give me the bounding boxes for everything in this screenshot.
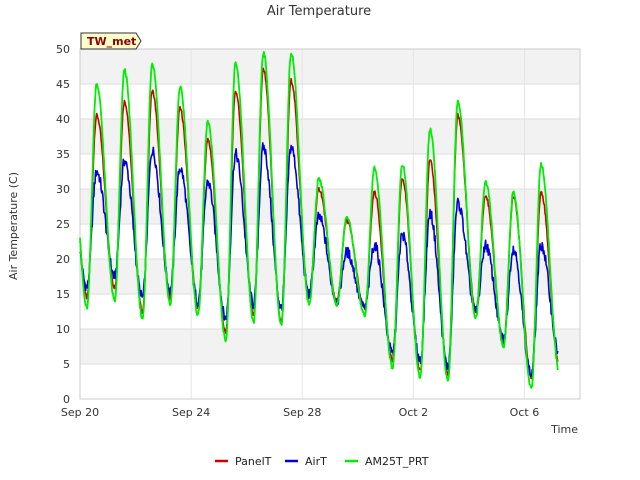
background-band xyxy=(80,189,580,224)
background-band xyxy=(80,224,580,259)
legend: PanelT AirT AM25T_PRT xyxy=(215,455,429,468)
y-tick-label: 10 xyxy=(56,323,70,336)
y-tick-label: 45 xyxy=(56,78,70,91)
chart-title: Air Temperature xyxy=(267,4,371,19)
y-axis-title: Air Temperature (C) xyxy=(7,172,20,280)
y-tick-label: 40 xyxy=(56,113,70,126)
y-tick-label: 5 xyxy=(63,358,70,371)
y-tick-label: 15 xyxy=(56,288,70,301)
x-tick-label: Oct 2 xyxy=(399,406,429,419)
y-axis-ticks: 0 5 10 15 20 25 30 35 40 45 50 xyxy=(56,43,70,406)
y-tick-label: 25 xyxy=(56,218,70,231)
background-band xyxy=(80,49,580,84)
background-band xyxy=(80,119,580,154)
x-axis-ticks: Sep 20 Sep 24 Sep 28 Oct 2 Oct 6 xyxy=(61,406,539,419)
x-tick-label: Sep 28 xyxy=(283,406,321,419)
legend-label: AM25T_PRT xyxy=(365,455,429,468)
site-label-box: TW_met xyxy=(80,32,142,50)
x-tick-label: Oct 6 xyxy=(510,406,540,419)
plot-frame xyxy=(79,48,581,400)
x-axis-title: Time xyxy=(550,423,578,436)
background-band xyxy=(80,294,580,329)
x-tick-label: Sep 20 xyxy=(61,406,99,419)
legend-label: PanelT xyxy=(235,455,272,468)
site-label: TW_met xyxy=(87,35,136,48)
y-tick-label: 50 xyxy=(56,43,70,56)
background-band xyxy=(80,84,580,119)
series-line-am25t-prt xyxy=(79,51,559,389)
y-tick-label: 0 xyxy=(63,393,70,406)
x-tick-label: Sep 24 xyxy=(172,406,210,419)
series-lines xyxy=(79,51,559,389)
y-tick-label: 30 xyxy=(56,183,70,196)
y-tick-label: 35 xyxy=(56,148,70,161)
background-band xyxy=(80,329,580,364)
background-band xyxy=(80,364,580,399)
background-band xyxy=(80,154,580,189)
legend-label: AirT xyxy=(305,455,327,468)
y-tick-label: 20 xyxy=(56,253,70,266)
